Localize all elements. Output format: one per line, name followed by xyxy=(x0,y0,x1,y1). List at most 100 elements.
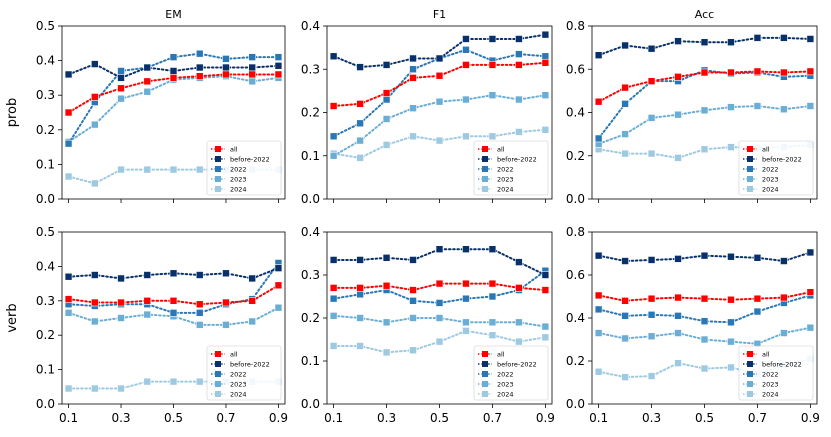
data-point xyxy=(356,256,364,264)
data-point xyxy=(222,70,230,79)
data-point xyxy=(248,70,257,79)
y-tick-label: 0.2 xyxy=(301,106,320,120)
y-tick-label: 0.0 xyxy=(301,397,320,411)
series-all xyxy=(329,279,550,294)
legend-box xyxy=(738,140,814,196)
x-tick-label: 0.5 xyxy=(695,411,714,425)
legend-label: 2023 xyxy=(497,175,514,183)
legend-swatch-marker xyxy=(215,186,221,192)
legend-swatch-marker xyxy=(482,166,488,172)
data-point xyxy=(674,312,682,320)
legend-label: 2022 xyxy=(762,165,779,173)
data-point xyxy=(90,298,99,307)
data-point xyxy=(462,132,470,141)
series-all xyxy=(64,70,283,117)
legend-swatch-marker xyxy=(482,351,488,357)
data-point xyxy=(248,53,257,61)
y-axis-label: verb xyxy=(5,303,20,332)
data-point xyxy=(329,312,338,320)
legend-swatch-marker xyxy=(747,371,753,377)
data-point xyxy=(274,303,283,312)
data-point xyxy=(700,317,709,326)
data-point xyxy=(274,70,283,79)
legend-label: 2023 xyxy=(762,175,779,183)
data-point xyxy=(700,335,709,344)
legend-box xyxy=(206,140,282,196)
data-point xyxy=(780,293,788,302)
series-before-2022 xyxy=(329,245,550,279)
chart-panel-0: EM prob 0.0 0.1 0.2 0.3 0.4 0.5 all before-2022 20… xyxy=(5,8,286,206)
data-point xyxy=(753,254,762,262)
legend-label: 2024 xyxy=(762,390,779,398)
legend-swatch-marker xyxy=(747,361,753,367)
data-point xyxy=(64,172,73,181)
data-point xyxy=(621,100,629,108)
legend-swatch-marker xyxy=(215,156,221,162)
data-point xyxy=(409,132,417,141)
data-point xyxy=(674,293,682,302)
data-point xyxy=(700,38,709,47)
data-point xyxy=(435,136,444,145)
data-point xyxy=(674,255,682,263)
y-tick-label: 0.1 xyxy=(301,354,320,368)
data-point xyxy=(806,35,815,43)
data-point xyxy=(248,63,257,72)
data-point xyxy=(409,256,417,264)
data-point xyxy=(356,119,364,128)
data-point xyxy=(329,102,338,110)
data-point xyxy=(409,54,417,63)
legend-swatch-marker xyxy=(747,351,753,357)
data-point xyxy=(356,342,364,350)
legend-label: before-2022 xyxy=(230,155,270,163)
data-point xyxy=(356,136,364,145)
y-tick-label: 0.4 xyxy=(566,311,585,325)
legend-box xyxy=(206,345,282,401)
data-point xyxy=(674,154,682,162)
data-point xyxy=(409,286,417,294)
data-point xyxy=(90,60,99,68)
data-point xyxy=(806,102,815,110)
y-tick-label: 0.3 xyxy=(301,268,320,282)
x-tick-label: 0.9 xyxy=(269,411,288,425)
data-point xyxy=(274,264,283,272)
data-point xyxy=(515,50,523,58)
data-point xyxy=(541,322,550,331)
y-tick-label: 0.0 xyxy=(301,192,320,206)
data-point xyxy=(435,299,444,307)
data-point xyxy=(64,108,73,117)
y-tick-label: 0.2 xyxy=(301,311,320,325)
data-point xyxy=(488,331,497,340)
data-point xyxy=(727,68,735,77)
y-tick-label: 0.4 xyxy=(301,19,320,33)
data-point xyxy=(143,63,152,72)
data-point xyxy=(90,271,99,279)
data-point xyxy=(329,151,338,160)
data-point xyxy=(274,281,283,290)
legend-label: all xyxy=(497,145,505,153)
legend-swatch-marker xyxy=(747,156,753,162)
data-point xyxy=(248,317,257,326)
data-point xyxy=(195,63,204,72)
data-point xyxy=(274,61,283,70)
y-tick-label: 0.5 xyxy=(36,225,55,239)
data-point xyxy=(515,284,523,292)
legend-swatch-marker xyxy=(482,146,488,152)
data-point xyxy=(409,104,417,112)
legend-swatch-marker xyxy=(482,381,488,387)
data-point xyxy=(541,286,550,294)
data-point xyxy=(117,384,125,393)
data-point xyxy=(700,294,709,303)
y-tick-label: 0.0 xyxy=(566,192,585,206)
x-tick-label: 0.5 xyxy=(164,411,183,425)
legend-swatch-marker xyxy=(215,361,221,367)
x-tick-label: 0.1 xyxy=(589,411,608,425)
series-2023 xyxy=(594,323,815,348)
y-tick-label: 0.2 xyxy=(566,149,585,163)
data-point xyxy=(382,281,391,290)
data-point xyxy=(621,373,629,381)
data-point xyxy=(329,294,338,303)
data-point xyxy=(435,71,444,80)
data-point xyxy=(621,83,629,92)
data-point xyxy=(382,348,391,357)
